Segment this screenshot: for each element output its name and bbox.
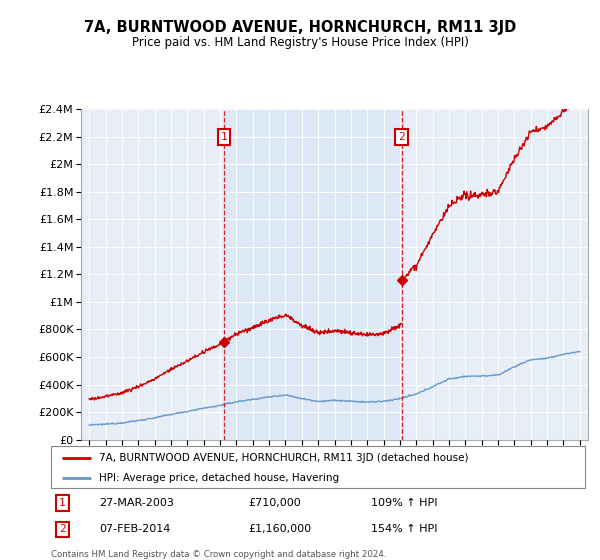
Text: 1: 1 bbox=[221, 132, 227, 142]
Text: HPI: Average price, detached house, Havering: HPI: Average price, detached house, Have… bbox=[99, 473, 339, 483]
Text: 1: 1 bbox=[59, 498, 66, 508]
Text: 07-FEB-2014: 07-FEB-2014 bbox=[99, 524, 170, 534]
Text: 109% ↑ HPI: 109% ↑ HPI bbox=[371, 498, 438, 508]
Text: 7A, BURNTWOOD AVENUE, HORNCHURCH, RM11 3JD: 7A, BURNTWOOD AVENUE, HORNCHURCH, RM11 3… bbox=[84, 20, 516, 35]
Text: Price paid vs. HM Land Registry's House Price Index (HPI): Price paid vs. HM Land Registry's House … bbox=[131, 36, 469, 49]
Text: 154% ↑ HPI: 154% ↑ HPI bbox=[371, 524, 438, 534]
Text: 7A, BURNTWOOD AVENUE, HORNCHURCH, RM11 3JD (detached house): 7A, BURNTWOOD AVENUE, HORNCHURCH, RM11 3… bbox=[99, 453, 469, 463]
Text: £710,000: £710,000 bbox=[248, 498, 301, 508]
Text: 2: 2 bbox=[59, 524, 66, 534]
Text: 27-MAR-2003: 27-MAR-2003 bbox=[99, 498, 174, 508]
Text: £1,160,000: £1,160,000 bbox=[248, 524, 312, 534]
Text: Contains HM Land Registry data © Crown copyright and database right 2024.
This d: Contains HM Land Registry data © Crown c… bbox=[51, 550, 386, 560]
Text: 2: 2 bbox=[398, 132, 405, 142]
Bar bbox=[224, 109, 401, 440]
